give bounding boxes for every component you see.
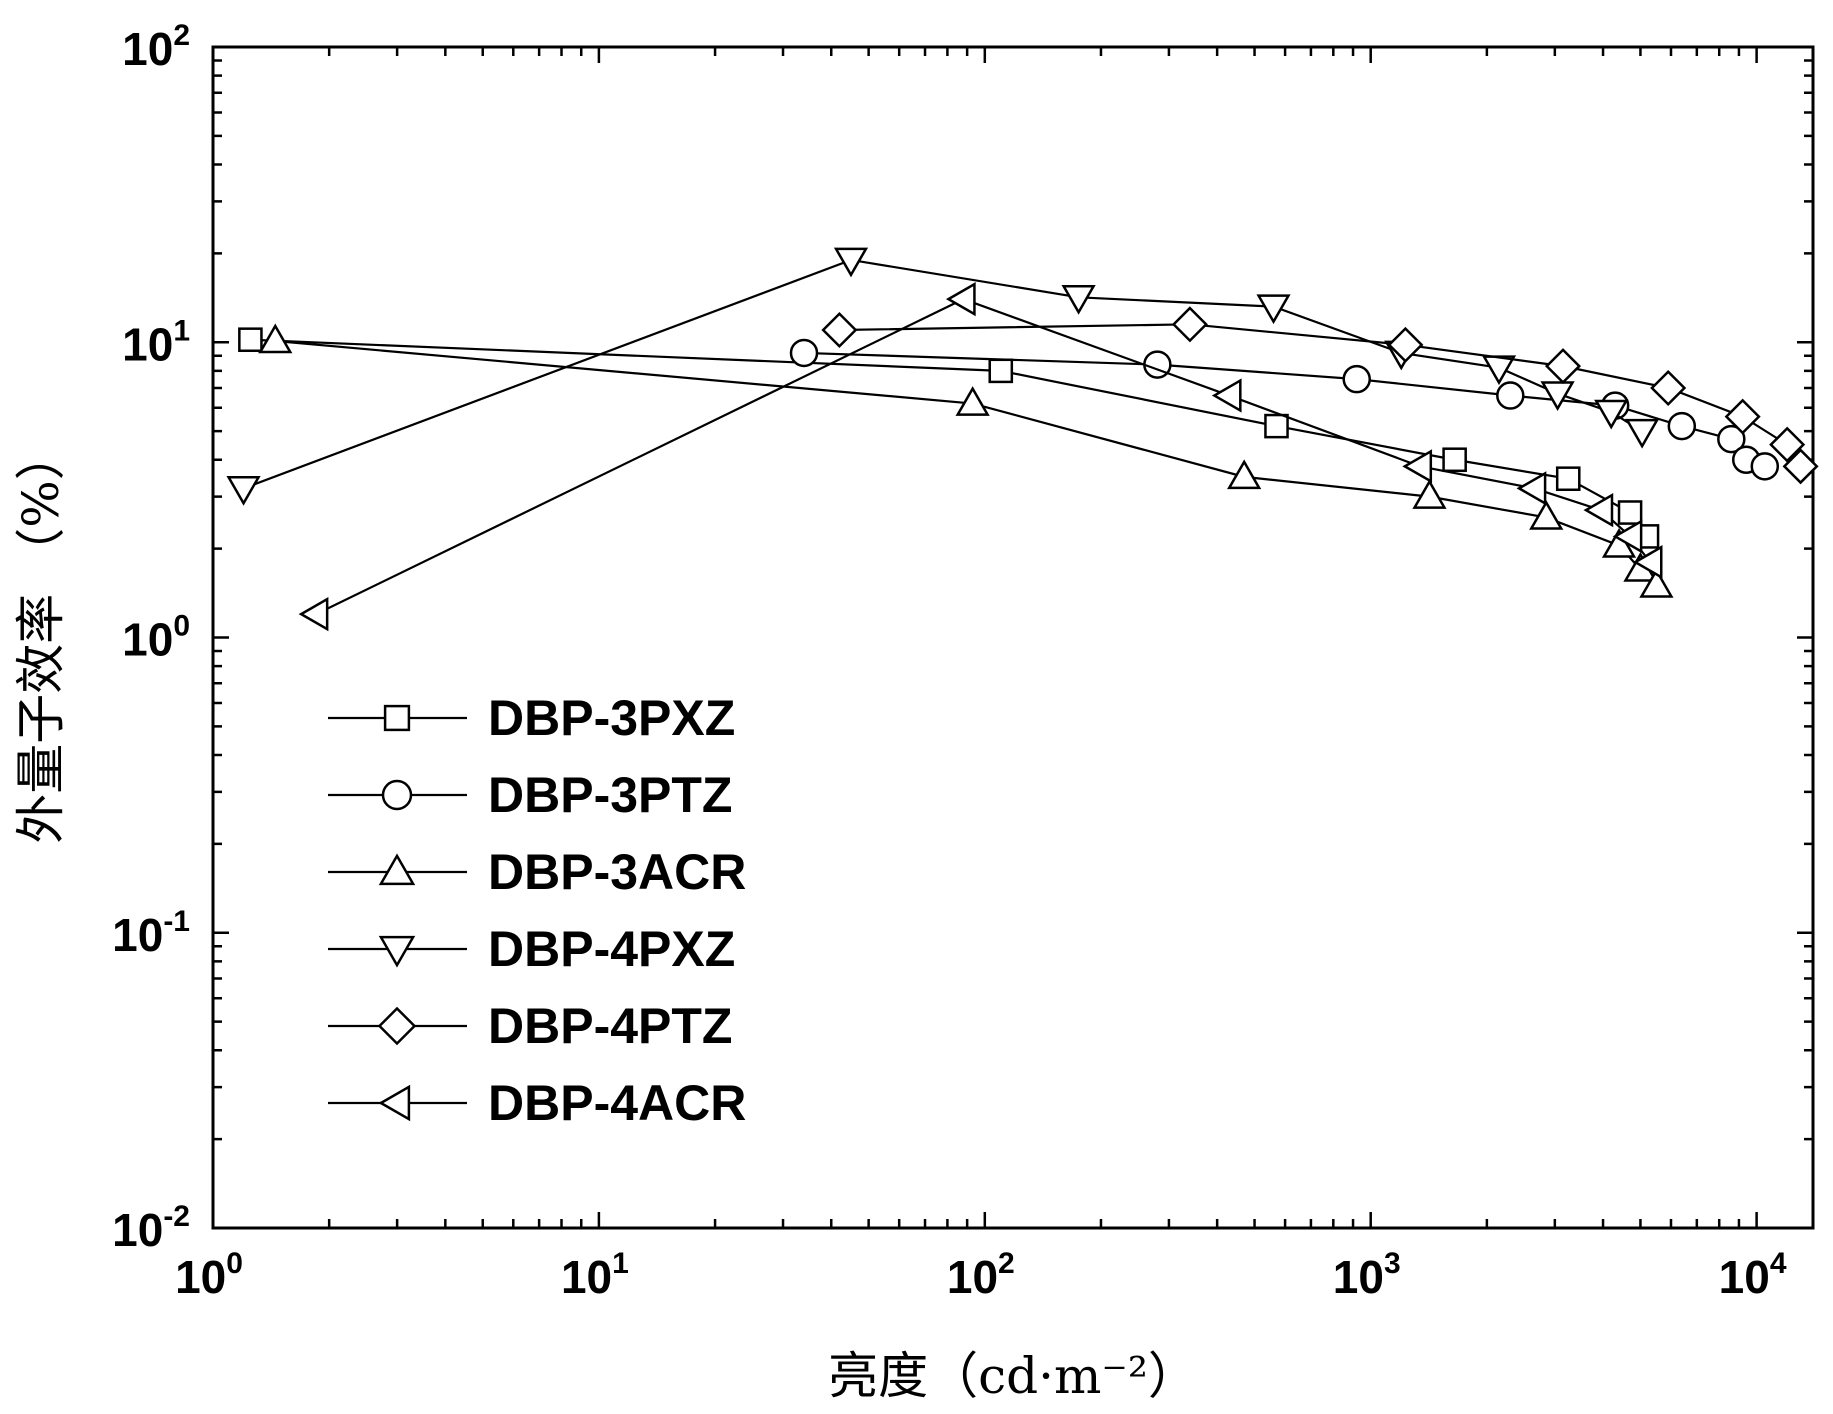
- y-tick-label: 102: [122, 19, 190, 75]
- legend-label: DBP-4PTZ: [488, 998, 732, 1054]
- data-point-dbp-3pxz: [1617, 500, 1643, 525]
- series-dbp-4ptz: [821, 306, 1819, 485]
- series-layer: [226, 247, 1819, 632]
- data-point-dbp-3acr: [1529, 500, 1564, 530]
- legend-item-dbp-3ptz: DBP-3PTZ: [328, 767, 732, 823]
- data-point-dbp-4acr: [945, 281, 976, 317]
- x-axis-title: 亮度（cd·m⁻²）: [828, 1347, 1198, 1405]
- data-point-dbp-4ptz: [1171, 306, 1208, 343]
- legend-marker: [383, 704, 411, 732]
- data-point-dbp-4pxz: [1061, 284, 1096, 315]
- legend-label: DBP-3PTZ: [488, 767, 732, 823]
- y-tick-label: 100: [122, 610, 190, 666]
- data-point-dbp-3acr: [1412, 479, 1447, 509]
- series-dbp-4acr: [298, 281, 1663, 632]
- series-line-dbp-4pxz: [243, 258, 1643, 490]
- x-tick-label: 104: [1719, 1247, 1787, 1303]
- y-tick-label: 10-2: [112, 1200, 190, 1256]
- data-point-dbp-3ptz: [1496, 381, 1525, 410]
- y-tick-label: 101: [122, 314, 190, 370]
- data-point-dbp-3pxz: [1442, 447, 1467, 473]
- legend-item-dbp-4pxz: DBP-4PXZ: [328, 921, 735, 977]
- data-point-dbp-4pxz: [1594, 399, 1629, 430]
- data-point-dbp-4pxz: [226, 476, 261, 506]
- data-point-dbp-3pxz: [988, 358, 1014, 384]
- legend-item-dbp-3acr: DBP-3ACR: [328, 844, 746, 900]
- data-point-dbp-4pxz: [1540, 381, 1575, 412]
- data-point-dbp-3ptz: [1750, 452, 1780, 481]
- plot-frame: [211, 45, 1815, 1230]
- axis-tick-labels: 100 101 102 103 104 10-2 10-1 100 101 102: [112, 19, 1787, 1303]
- data-point-dbp-3ptz: [1342, 364, 1371, 394]
- data-point-dbp-4ptz: [1769, 426, 1806, 463]
- data-point-dbp-3acr: [258, 323, 293, 354]
- data-point-dbp-4ptz: [1544, 348, 1582, 385]
- axis-ticks: [211, 45, 1813, 1230]
- data-point-dbp-4pxz: [1256, 294, 1291, 325]
- x-tick-label: 103: [1333, 1247, 1401, 1303]
- data-point-dbp-3ptz: [789, 338, 819, 368]
- data-point-dbp-4acr: [298, 597, 329, 632]
- data-point-dbp-4acr: [1612, 519, 1643, 554]
- data-point-dbp-4ptz: [821, 312, 858, 349]
- data-point-dbp-4ptz: [1650, 369, 1687, 407]
- data-point-dbp-4pxz: [833, 247, 869, 278]
- data-point-dbp-3ptz: [1717, 424, 1746, 454]
- legend-label: DBP-3ACR: [488, 844, 746, 900]
- legend: DBP-3PXZ DBP-3PTZ DBP-3ACR DBP-4PXZ DBP-4PTZ…: [328, 690, 746, 1131]
- legend-item-dbp-3pxz: DBP-3PXZ: [328, 690, 735, 746]
- y-tick-label: 10-1: [112, 905, 190, 961]
- data-point-dbp-4ptz: [1724, 398, 1761, 435]
- series-dbp-3ptz: [789, 338, 1780, 481]
- legend-label: DBP-4ACR: [488, 1075, 746, 1131]
- data-point-dbp-4pxz: [1624, 418, 1660, 449]
- data-point-dbp-4acr: [1583, 493, 1614, 528]
- data-point-dbp-3pxz: [1264, 413, 1289, 439]
- data-point-dbp-4ptz: [1782, 448, 1819, 485]
- data-point-dbp-4acr: [1211, 378, 1242, 413]
- x-tick-label: 102: [947, 1247, 1015, 1303]
- legend-marker: [378, 853, 416, 886]
- data-point-dbp-3acr: [1639, 568, 1674, 598]
- data-point-dbp-4ptz: [1387, 326, 1424, 363]
- data-point-dbp-4acr: [1402, 449, 1433, 484]
- data-point-dbp-3pxz: [1555, 466, 1581, 492]
- legend-label: DBP-4PXZ: [488, 921, 735, 977]
- data-point-dbp-4acr: [1632, 545, 1663, 580]
- data-point-dbp-3acr: [1227, 459, 1262, 490]
- legend-item-dbp-4ptz: DBP-4PTZ: [328, 998, 732, 1054]
- data-point-dbp-4acr: [1516, 471, 1547, 506]
- data-point-dbp-3pxz: [238, 327, 263, 353]
- legend-marker: [378, 935, 416, 968]
- legend-marker: [378, 1084, 411, 1122]
- x-tick-label: 101: [561, 1247, 629, 1303]
- data-point-dbp-3ptz: [1667, 411, 1697, 441]
- data-point-dbp-3acr: [955, 386, 990, 416]
- x-tick-label: 100: [175, 1247, 243, 1303]
- legend-marker: [381, 779, 413, 811]
- series-line-dbp-4ptz: [839, 323, 1802, 467]
- legend-item-dbp-4acr: DBP-4ACR: [328, 1075, 746, 1131]
- data-point-dbp-4pxz: [1481, 355, 1517, 386]
- y-axis-title: 外量子效率 （%）: [12, 430, 70, 843]
- legend-label: DBP-3PXZ: [488, 690, 735, 746]
- series-dbp-3pxz: [238, 327, 1660, 549]
- legend-marker: [377, 1006, 417, 1046]
